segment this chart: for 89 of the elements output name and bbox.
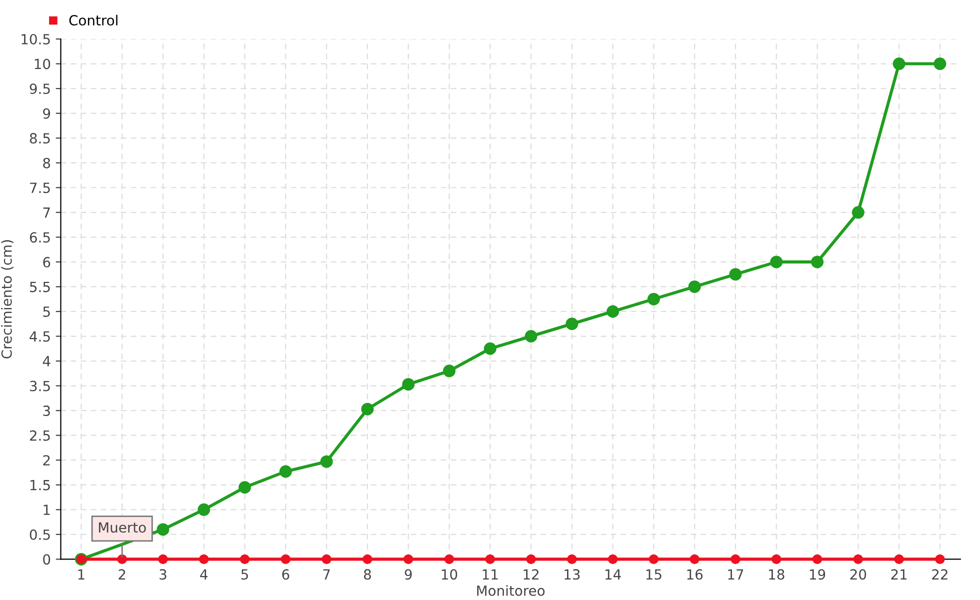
x-tick-label: 4 <box>200 569 208 580</box>
point <box>648 554 659 564</box>
y-tick-label: 3.5 <box>30 380 50 392</box>
point <box>688 280 701 293</box>
point <box>156 523 170 536</box>
y-tick-label: 2 <box>43 455 50 466</box>
point <box>852 206 864 219</box>
x-tick-label: 15 <box>646 569 662 580</box>
point <box>894 554 904 564</box>
x-tick-label: 3 <box>160 569 166 580</box>
point <box>199 554 209 564</box>
y-tick-label: 4 <box>42 356 50 366</box>
point <box>524 330 538 343</box>
y-tick-label: 7.5 <box>30 182 50 194</box>
point <box>690 554 700 564</box>
point <box>567 554 577 564</box>
point <box>403 554 414 564</box>
x-tick-label: 14 <box>606 569 621 580</box>
x-tick-label: 12 <box>524 569 538 580</box>
point <box>566 318 578 330</box>
y-tick-label: 7 <box>43 208 50 218</box>
y-tick-label: 9 <box>43 108 50 119</box>
point <box>730 554 740 564</box>
x-tick-label: 9 <box>404 569 412 580</box>
point <box>158 554 168 564</box>
y-tick-label: 4.5 <box>30 331 50 342</box>
y-tick-label: 6 <box>43 256 50 268</box>
point <box>442 364 456 378</box>
y-tick-label: 10.5 <box>22 34 50 44</box>
x-tick-label: 8 <box>364 569 371 580</box>
point <box>361 402 374 416</box>
x-tick-label: 13 <box>564 569 580 580</box>
x-tick-label: 19 <box>810 569 826 580</box>
point <box>402 378 415 391</box>
y-tick-label: 1 <box>44 504 50 515</box>
point <box>117 554 127 564</box>
x-tick-label: 7 <box>323 569 330 580</box>
point <box>280 554 291 564</box>
y-tick-label: 1.5 <box>30 480 50 490</box>
x-tick-label: 10 <box>442 569 458 580</box>
y-axis-title: Crecimiento (cm) <box>1 240 14 358</box>
point <box>606 305 620 318</box>
x-tick-label: 17 <box>728 569 744 580</box>
y-tick-label: 0 <box>43 554 50 565</box>
y-tick-label: 3 <box>43 406 50 416</box>
point <box>770 256 783 268</box>
annotation: Muerto <box>98 522 146 533</box>
point <box>811 256 824 268</box>
y-tick-label: 0.5 <box>30 529 50 540</box>
point <box>444 554 454 564</box>
y-tick-label: 8 <box>43 158 50 168</box>
point <box>608 554 618 564</box>
point <box>812 554 822 564</box>
y-tick-label: 8.5 <box>30 133 50 144</box>
point <box>362 554 372 564</box>
x-tick-label: 21 <box>891 569 907 580</box>
point <box>892 58 906 70</box>
point <box>484 342 496 355</box>
point <box>320 455 333 468</box>
legend-label: Control <box>69 14 118 26</box>
point <box>240 554 250 564</box>
point <box>935 554 945 564</box>
point <box>934 58 946 70</box>
y-tick-label: 2.5 <box>30 430 50 441</box>
point <box>198 503 210 516</box>
point <box>772 554 782 564</box>
y-tick-label: 6.5 <box>30 232 50 243</box>
x-tick-label: 1 <box>78 569 84 580</box>
x-tick-label: 22 <box>932 569 948 580</box>
x-tick-label: 16 <box>687 569 703 580</box>
x-axis-title: Monitoreo <box>477 585 545 596</box>
y-tick-label: 5.5 <box>30 282 50 292</box>
x-tick-label: 6 <box>282 569 290 580</box>
point <box>238 481 252 494</box>
point <box>647 292 660 306</box>
point <box>729 268 742 281</box>
x-tick-label: 11 <box>482 569 498 580</box>
point <box>279 465 292 478</box>
point <box>485 554 495 564</box>
point <box>526 554 536 564</box>
point <box>322 554 332 564</box>
point <box>853 554 864 564</box>
y-tick-label: 9.5 <box>30 84 50 94</box>
x-tick-label: 20 <box>850 569 866 580</box>
x-tick-label: 18 <box>769 569 784 580</box>
y-tick-label: 10 <box>34 58 50 70</box>
x-tick-label: 5 <box>241 569 248 580</box>
x-tick-label: 2 <box>118 569 126 580</box>
y-tick-label: 5 <box>43 306 50 317</box>
